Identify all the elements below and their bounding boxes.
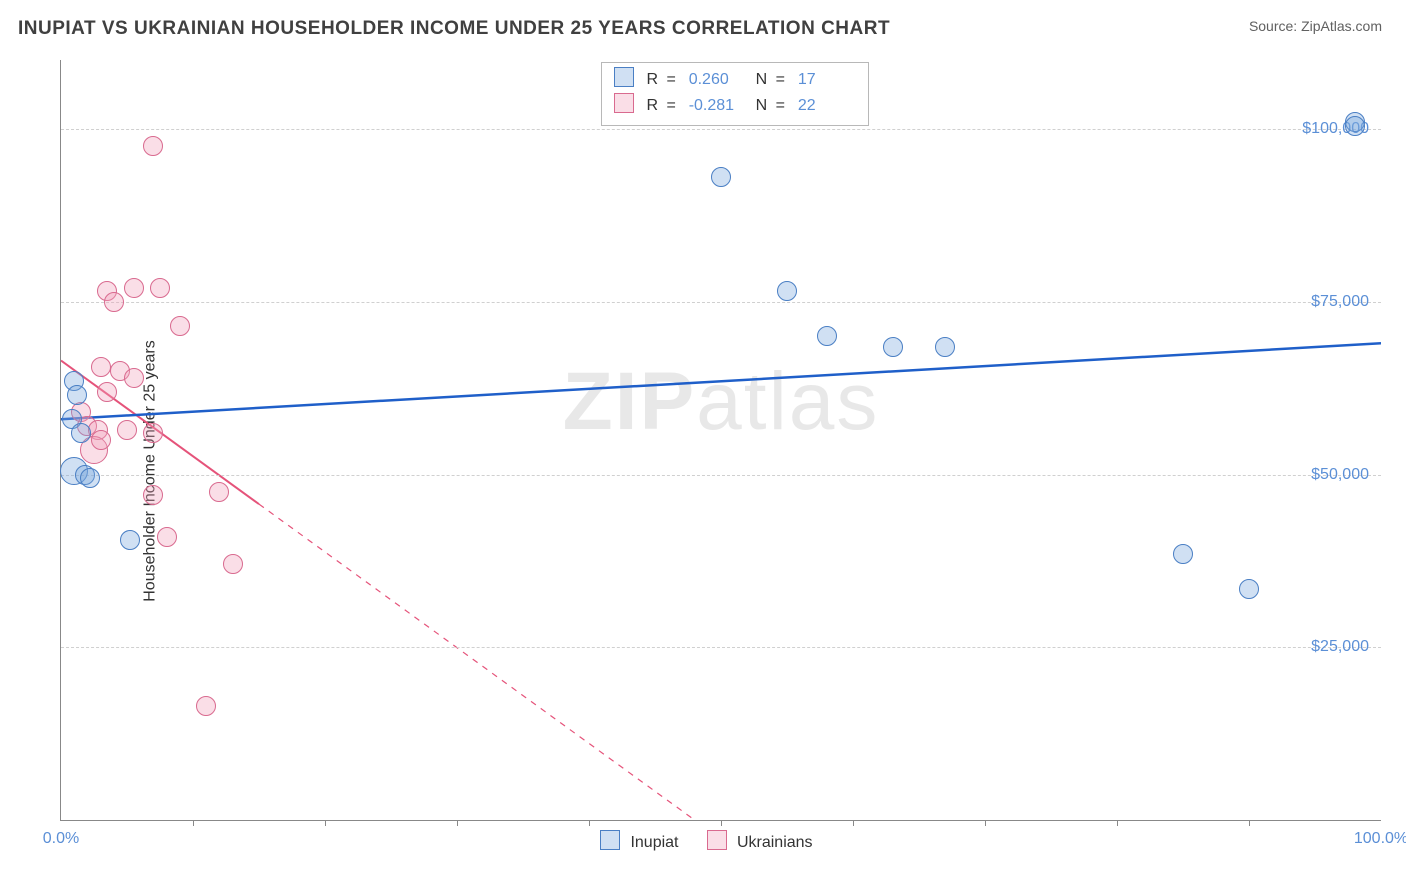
inupiat-point bbox=[71, 423, 91, 443]
gridline bbox=[61, 129, 1381, 130]
plot-area: ZIPatlas R = 0.260 N = 17 R = -0.281 N =… bbox=[60, 60, 1381, 821]
x-tick-mark bbox=[457, 820, 458, 826]
inupiat-point bbox=[120, 530, 140, 550]
y-tick-label: $50,000 bbox=[1311, 466, 1369, 484]
ukrainians-point bbox=[143, 136, 163, 156]
ukrainians-point bbox=[117, 420, 137, 440]
ukrainians-point bbox=[143, 485, 163, 505]
inupiat-point bbox=[777, 281, 797, 301]
series-legend: Inupiat Ukrainians bbox=[600, 830, 813, 852]
x-tick-mark bbox=[985, 820, 986, 826]
ukrainians-point bbox=[91, 430, 111, 450]
x-tick-mark bbox=[325, 820, 326, 826]
ukrainians-point bbox=[143, 423, 163, 443]
x-tick-mark bbox=[589, 820, 590, 826]
ukrainians-point bbox=[150, 278, 170, 298]
ukrainians-point bbox=[97, 382, 117, 402]
inupiat-point bbox=[935, 337, 955, 357]
x-tick-mark bbox=[193, 820, 194, 826]
x-tick-mark bbox=[721, 820, 722, 826]
inupiat-swatch bbox=[614, 67, 634, 87]
inupiat-point bbox=[1173, 544, 1193, 564]
chart-container: Householder Income Under 25 years ZIPatl… bbox=[0, 50, 1406, 892]
gridline bbox=[61, 647, 1381, 648]
x-tick-mark bbox=[1249, 820, 1250, 826]
inupiat-point bbox=[1345, 116, 1365, 136]
inupiat-point bbox=[67, 385, 87, 405]
ukrainians-swatch bbox=[707, 830, 727, 850]
chart-title: INUPIAT VS UKRAINIAN HOUSEHOLDER INCOME … bbox=[18, 18, 890, 40]
ukrainians-point bbox=[124, 368, 144, 388]
source-attribution: Source: ZipAtlas.com bbox=[1249, 18, 1382, 34]
watermark: ZIPatlas bbox=[563, 355, 880, 449]
y-tick-label: $75,000 bbox=[1311, 293, 1369, 311]
gridline bbox=[61, 302, 1381, 303]
inupiat-point bbox=[1239, 579, 1259, 599]
ukrainians-point bbox=[223, 554, 243, 574]
ukrainians-point bbox=[170, 316, 190, 336]
ukrainians-point bbox=[196, 696, 216, 716]
inupiat-point bbox=[817, 326, 837, 346]
x-tick-mark bbox=[853, 820, 854, 826]
ukrainians-point bbox=[104, 292, 124, 312]
x-tick-label: 0.0% bbox=[43, 830, 79, 848]
inupiat-point bbox=[883, 337, 903, 357]
y-tick-label: $25,000 bbox=[1311, 638, 1369, 656]
ukrainians-point bbox=[209, 482, 229, 502]
legend-item-inupiat: Inupiat bbox=[600, 830, 679, 852]
gridline bbox=[61, 475, 1381, 476]
ukrainians-point bbox=[91, 357, 111, 377]
correlation-legend: R = 0.260 N = 17 R = -0.281 N = 22 bbox=[601, 62, 869, 126]
inupiat-point bbox=[711, 167, 731, 187]
x-tick-mark bbox=[1117, 820, 1118, 826]
inupiat-point bbox=[80, 468, 100, 488]
legend-item-ukrainians: Ukrainians bbox=[707, 830, 813, 852]
ukrainians-swatch bbox=[614, 93, 634, 113]
ukrainians-point bbox=[157, 527, 177, 547]
x-tick-label: 100.0% bbox=[1354, 830, 1406, 848]
ukrainians-point bbox=[124, 278, 144, 298]
inupiat-swatch bbox=[600, 830, 620, 850]
